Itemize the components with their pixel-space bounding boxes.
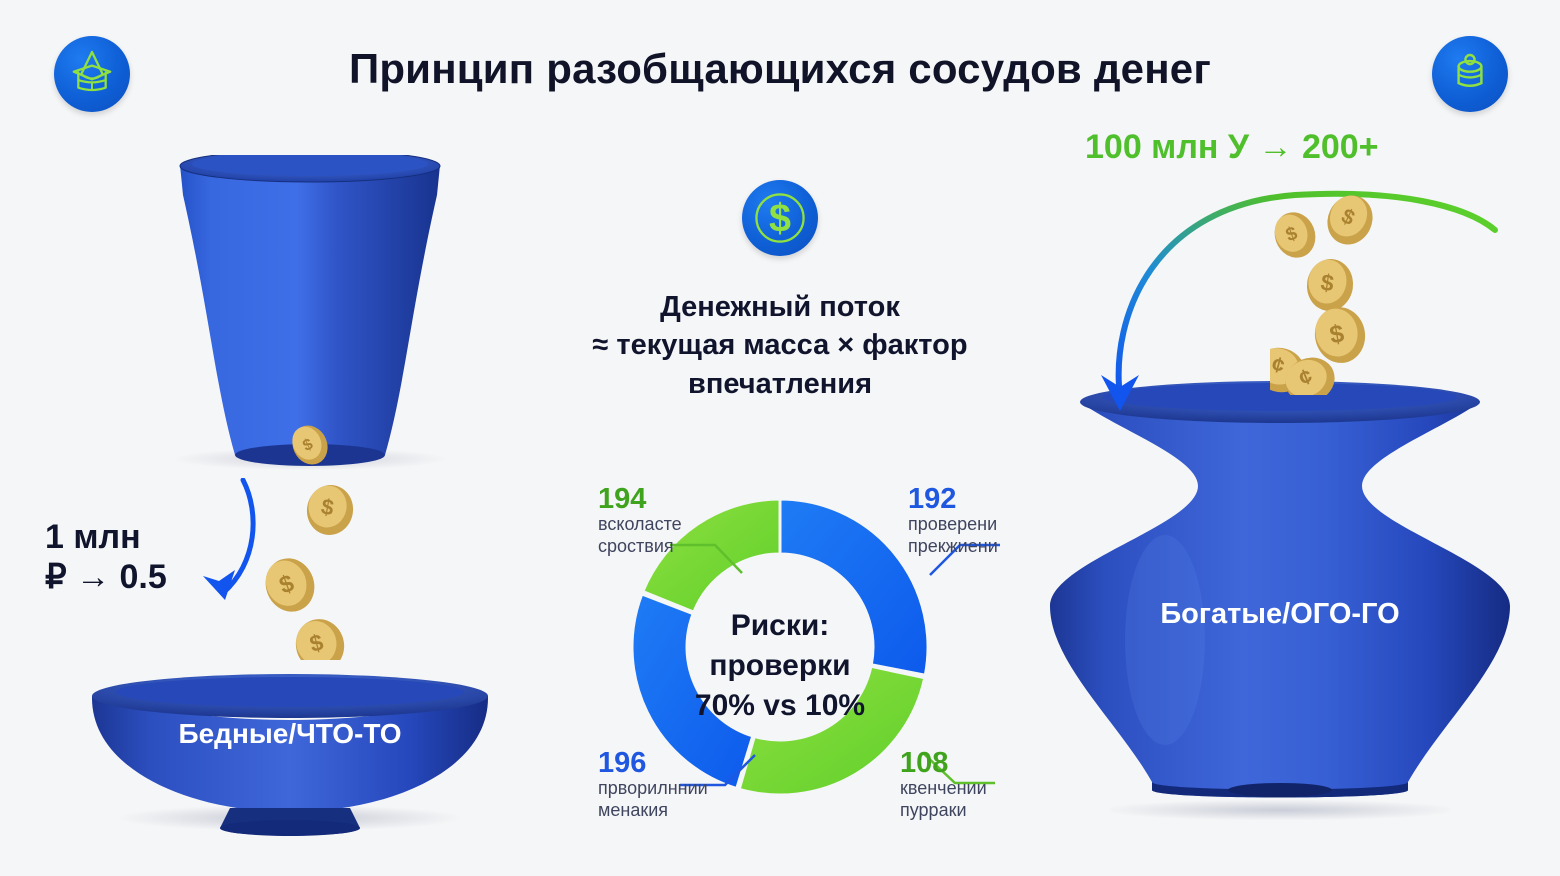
svg-text:Риски:: Риски: <box>731 609 830 642</box>
svg-text:70% vs 10%: 70% vs 10% <box>695 689 865 722</box>
svg-text:$: $ <box>769 197 791 241</box>
svg-text:проверки: проверки <box>709 649 850 682</box>
